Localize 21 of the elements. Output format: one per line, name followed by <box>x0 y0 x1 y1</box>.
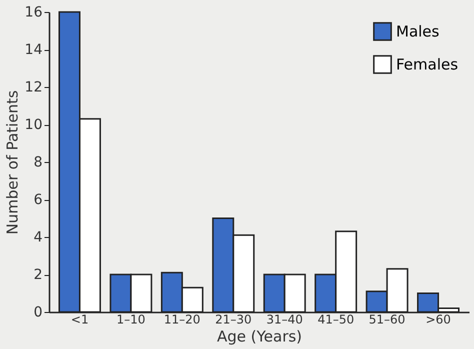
x-axis-title: Age (Years) <box>216 328 302 346</box>
x-tick-label: 41–50 <box>318 312 354 326</box>
x-tick-label: 1–10 <box>116 312 146 326</box>
x-tick-label: 11–20 <box>164 312 200 326</box>
y-tick-label: 14 <box>24 42 43 58</box>
x-tick-label: 21–30 <box>215 312 252 326</box>
y-tick-label: 4 <box>34 230 43 246</box>
x-tick-label: 51–60 <box>368 312 406 326</box>
y-tick-label: 8 <box>34 154 42 170</box>
y-tick-label: 6 <box>34 192 43 208</box>
y-tick-label: 10 <box>24 117 42 133</box>
y-axis-title: Number of Patients <box>4 90 22 235</box>
legend-label: Males <box>396 22 440 40</box>
x-tick-label: 31–40 <box>266 312 303 326</box>
y-tick-label: 2 <box>34 267 42 283</box>
y-tick-label: 12 <box>24 80 42 96</box>
x-tick-label: <1 <box>70 312 89 326</box>
y-tick-label: 0 <box>34 304 42 320</box>
x-tick-label: >60 <box>426 312 451 326</box>
legend-label: Females <box>396 56 458 74</box>
y-tick-label: 16 <box>24 4 43 20</box>
